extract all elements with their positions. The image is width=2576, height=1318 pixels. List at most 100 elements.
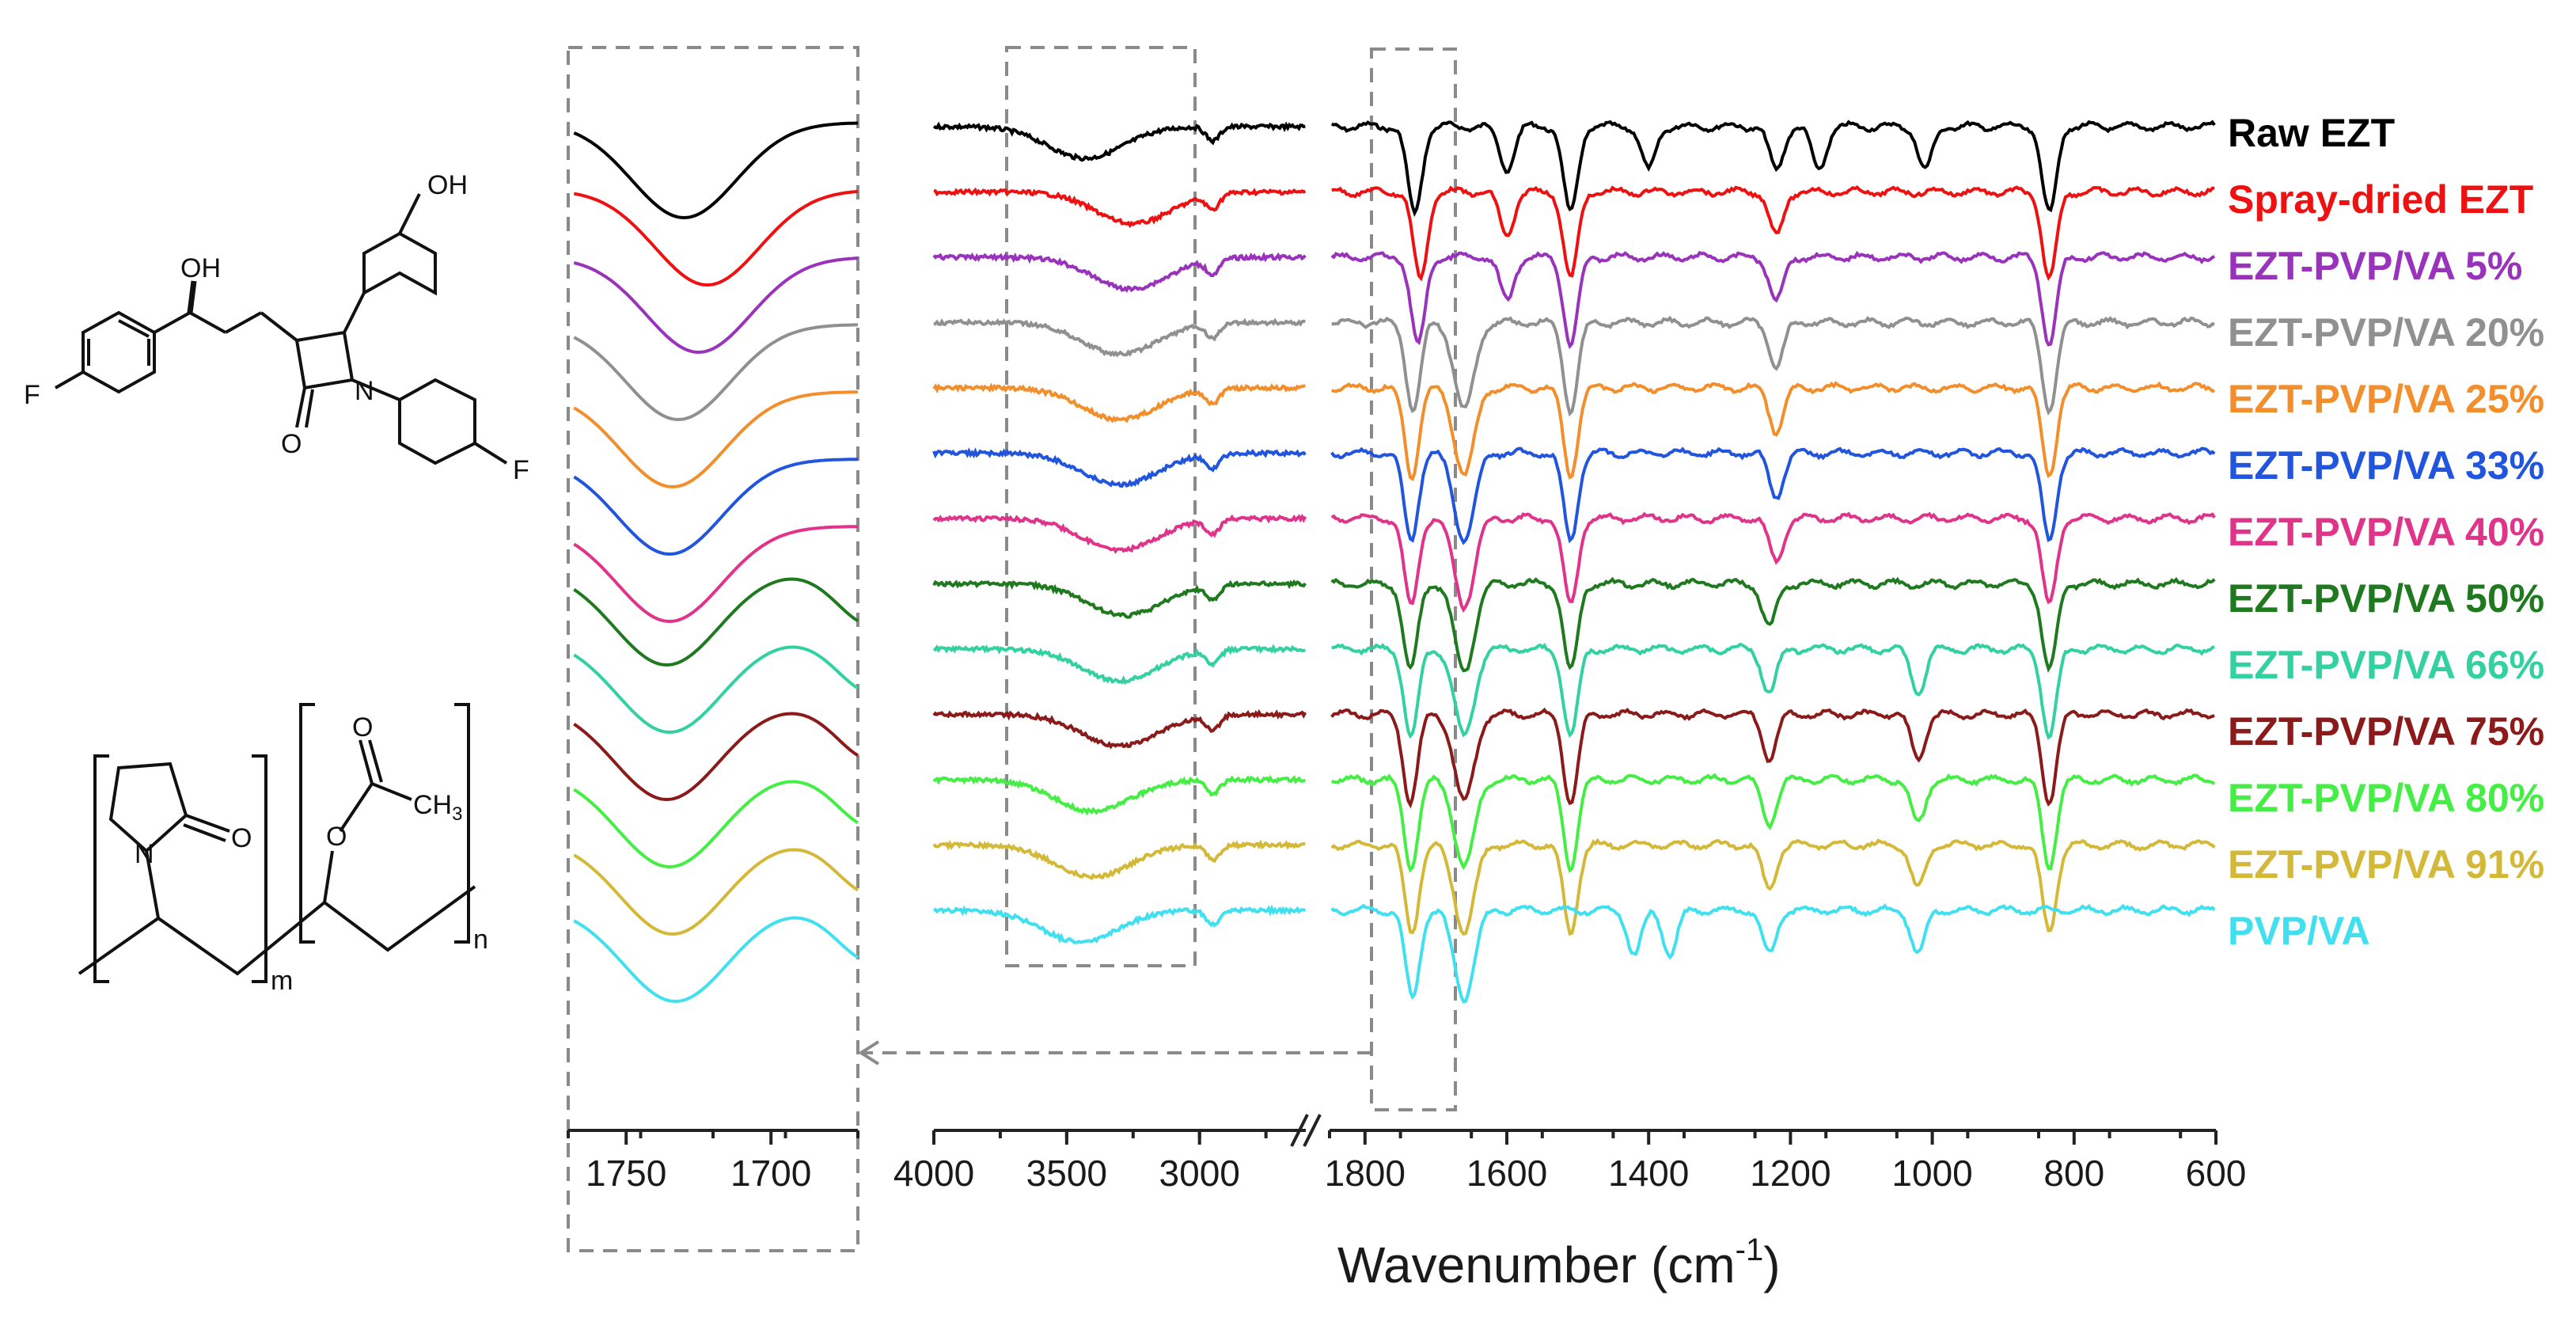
bond-to-phenol bbox=[343, 292, 366, 333]
spectrum-zoom bbox=[573, 848, 859, 936]
spectrum-zoom bbox=[573, 121, 859, 220]
spectrum-high-wavenumber bbox=[932, 251, 1307, 293]
spectrum-zoom bbox=[573, 780, 859, 869]
spectrum-zoom bbox=[573, 525, 858, 624]
axes-group bbox=[567, 1129, 2217, 1145]
bond-f-left bbox=[55, 370, 84, 389]
legend-entry: EZT-PVP/VA 20% bbox=[2228, 310, 2544, 355]
legend-entry: EZT-PVP/VA 50% bbox=[2228, 576, 2544, 621]
spectrum-fingerprint bbox=[1330, 838, 2216, 936]
label-ch3: CH3 bbox=[413, 790, 462, 825]
spectrum-high-wavenumber bbox=[933, 317, 1306, 358]
axis-break-icon bbox=[1290, 1114, 1322, 1147]
oh-region-box bbox=[1005, 46, 1197, 967]
bond-ring-co-double bbox=[183, 823, 226, 842]
spectrum-high-wavenumber bbox=[932, 839, 1306, 881]
legend-entry: EZT-PVP/VA 80% bbox=[2228, 776, 2544, 820]
spectrum-high-wavenumber bbox=[932, 904, 1307, 944]
spectrum-fingerprint bbox=[1330, 511, 2216, 613]
bond-oh-top bbox=[398, 193, 421, 234]
bond-oh-wedge bbox=[187, 280, 197, 313]
label-o-carbonyl: O bbox=[281, 429, 302, 459]
spectrum-zoom bbox=[573, 577, 859, 667]
bond-f-right bbox=[473, 442, 508, 465]
legend-entry: EZT-PVP/VA 33% bbox=[2228, 443, 2544, 488]
spectrum-high-wavenumber bbox=[933, 187, 1307, 229]
series-ezt-pvp-va-75- bbox=[573, 707, 2215, 809]
series-ezt-pvp-va-50- bbox=[573, 576, 2216, 673]
x-tick-label: 1000 bbox=[1891, 1153, 1972, 1194]
bracket-n-right bbox=[454, 703, 470, 944]
spectrum-high-wavenumber bbox=[932, 708, 1307, 750]
spectrum-zoom bbox=[573, 916, 859, 1004]
series-raw-ezt bbox=[573, 120, 2216, 220]
fluorophenyl-ring-right bbox=[398, 378, 476, 465]
bond-acyl-o bbox=[359, 739, 374, 784]
spectrum-fingerprint bbox=[1330, 707, 2215, 809]
bracket-m-left bbox=[93, 754, 109, 983]
bond-ring-co bbox=[185, 814, 230, 833]
spectrum-zoom bbox=[573, 189, 859, 287]
x-tick-label: 4000 bbox=[893, 1153, 974, 1194]
spectrum-fingerprint bbox=[1331, 185, 2215, 282]
legend-entry: Raw EZT bbox=[2228, 111, 2395, 155]
beta-lactam-ring bbox=[294, 330, 355, 390]
zoom-panel-box bbox=[567, 46, 859, 1252]
series-ezt-pvp-va-80- bbox=[573, 773, 2216, 873]
spectrum-fingerprint bbox=[1330, 250, 2216, 350]
legend-entry: PVP/VA bbox=[2228, 909, 2370, 953]
bond-methyl bbox=[371, 782, 412, 801]
label-o-ester: O bbox=[326, 822, 347, 852]
legend: Raw EZT Spray-dried EZT EZT-PVP/VA 5% EZT-P… bbox=[2228, 111, 2544, 953]
x-tick-label: 1800 bbox=[1325, 1153, 1406, 1194]
label-f-right: F bbox=[513, 455, 529, 485]
pvpva-structure bbox=[78, 703, 476, 983]
bond-chain-4 bbox=[260, 311, 298, 342]
highlight-boxes bbox=[567, 46, 1457, 1252]
spectrum-zoom bbox=[573, 712, 859, 802]
spectrum-fingerprint bbox=[1331, 773, 2216, 873]
zoom-arrow-head bbox=[858, 1040, 880, 1065]
bond-chain-2 bbox=[189, 311, 226, 334]
spectrum-high-wavenumber bbox=[932, 513, 1307, 554]
tick-labels-group: 1750 1700 4000 3500 3000 1800 1600 1400 1200 1000… bbox=[586, 1153, 2246, 1194]
ezetimibe-structure bbox=[55, 193, 508, 465]
bond-acyl bbox=[339, 782, 374, 833]
series-ezt-pvp-va-33- bbox=[573, 446, 2216, 556]
pyrrolidone-ring bbox=[108, 762, 188, 853]
fluorophenyl-ring-left bbox=[82, 310, 156, 394]
spectrum-fingerprint bbox=[1330, 903, 2216, 1004]
x-tick-label: 1600 bbox=[1466, 1153, 1547, 1194]
bond-ester-o bbox=[323, 850, 334, 903]
legend-entry: EZT-PVP/VA 5% bbox=[2228, 244, 2522, 288]
label-oh-side: OH bbox=[180, 253, 221, 283]
spectrum-fingerprint bbox=[1331, 315, 2215, 417]
label-o-ring: O bbox=[231, 823, 252, 853]
label-oh-top: OH bbox=[427, 170, 468, 200]
bracket-n-left bbox=[299, 703, 315, 944]
x-tick-label: 600 bbox=[2186, 1153, 2247, 1194]
ezetimibe-labels: OH OH F F O N bbox=[24, 170, 529, 485]
series-ezt-pvp-va-20- bbox=[573, 315, 2215, 422]
label-n-index: n bbox=[473, 925, 488, 955]
bond-carbonyl-double bbox=[305, 389, 314, 428]
series-pvp-va bbox=[573, 903, 2216, 1004]
ring-double-bond bbox=[118, 319, 150, 338]
legend-entry: EZT-PVP/VA 25% bbox=[2228, 377, 2544, 421]
spectrum-fingerprint bbox=[1331, 642, 2215, 740]
axis-break-mark bbox=[1303, 1114, 1322, 1147]
legend-entry: EZT-PVP/VA 91% bbox=[2228, 842, 2544, 887]
bond-chain-3 bbox=[225, 311, 262, 334]
bond-n-phenyl bbox=[351, 378, 400, 401]
series-ezt-pvp-va-25- bbox=[573, 381, 2215, 489]
bond-chain-1 bbox=[154, 311, 191, 334]
series-ezt-pvp-va-5- bbox=[573, 250, 2216, 355]
spectrum-fingerprint bbox=[1331, 381, 2215, 481]
spectrum-fingerprint bbox=[1330, 446, 2216, 545]
x-tick-label: 1200 bbox=[1750, 1153, 1831, 1194]
bond-n-backbone bbox=[145, 850, 160, 919]
axis-break-mark bbox=[1290, 1114, 1309, 1147]
label-f-left: F bbox=[24, 380, 40, 410]
x-axis-title: Wavenumber (cm-1) bbox=[1337, 1233, 1781, 1293]
